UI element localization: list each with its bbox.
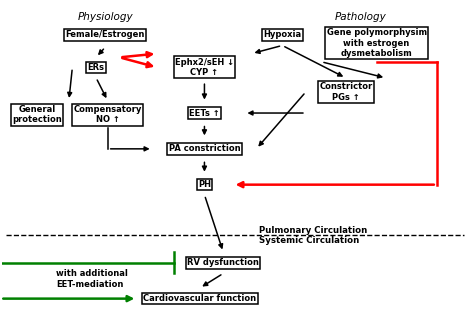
Text: Gene polymorphysim
with estrogen
dysmetabolism: Gene polymorphysim with estrogen dysmeta… xyxy=(327,28,427,58)
Text: Pulmonary Circulation: Pulmonary Circulation xyxy=(259,226,367,235)
Text: Physiology: Physiology xyxy=(78,12,133,22)
Text: Compensatory
NO ↑: Compensatory NO ↑ xyxy=(73,105,142,124)
Text: ERs: ERs xyxy=(87,63,104,72)
Text: Pathology: Pathology xyxy=(334,12,386,22)
Text: Hypoxia: Hypoxia xyxy=(263,30,301,39)
Text: RV dysfunction: RV dysfunction xyxy=(187,258,259,267)
Text: Constrictor
PGs ↑: Constrictor PGs ↑ xyxy=(319,82,373,102)
Text: General
protection: General protection xyxy=(12,105,62,124)
Text: Cardiovascular function: Cardiovascular function xyxy=(143,294,256,303)
Text: Ephx2/sEH ↓
CYP ↑: Ephx2/sEH ↓ CYP ↑ xyxy=(175,58,234,77)
Text: PA constriction: PA constriction xyxy=(169,144,240,153)
Text: EETs ↑: EETs ↑ xyxy=(189,109,220,117)
Text: with additional
EET-mediation: with additional EET-mediation xyxy=(56,269,128,289)
Text: Female/Estrogen: Female/Estrogen xyxy=(66,30,145,39)
Text: Systemic Circulation: Systemic Circulation xyxy=(259,235,359,245)
Text: PH: PH xyxy=(198,180,211,189)
